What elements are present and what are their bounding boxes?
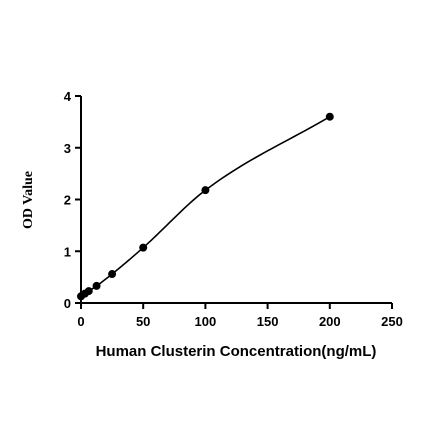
y-axis-label: OD Value	[21, 171, 36, 229]
data-point	[92, 281, 101, 290]
data-point	[84, 287, 93, 296]
y-tick-label: 4	[64, 89, 72, 104]
y-tick-label: 2	[64, 193, 71, 208]
x-tick-label: 50	[136, 314, 150, 329]
y-tick-label: 0	[64, 296, 71, 311]
x-axis-label: Human Clusterin Concentration(ng/mL)	[96, 343, 377, 360]
x-tick-label: 150	[257, 314, 279, 329]
x-tick-label: 0	[77, 314, 84, 329]
y-axis: 0 1 2 3 4	[64, 89, 82, 311]
data-point	[201, 186, 210, 195]
x-axis: 0 50 100 150 200 250	[77, 302, 403, 329]
data-point	[108, 270, 117, 279]
data-point	[139, 243, 148, 252]
fit-curve	[80, 116, 331, 297]
y-tick-label: 3	[64, 141, 71, 156]
data-point	[325, 112, 334, 121]
x-tick-label: 200	[319, 314, 341, 329]
data-points	[77, 112, 334, 301]
x-tick-label: 250	[381, 314, 403, 329]
x-tick-label: 100	[195, 314, 217, 329]
y-tick-label: 1	[64, 244, 71, 259]
